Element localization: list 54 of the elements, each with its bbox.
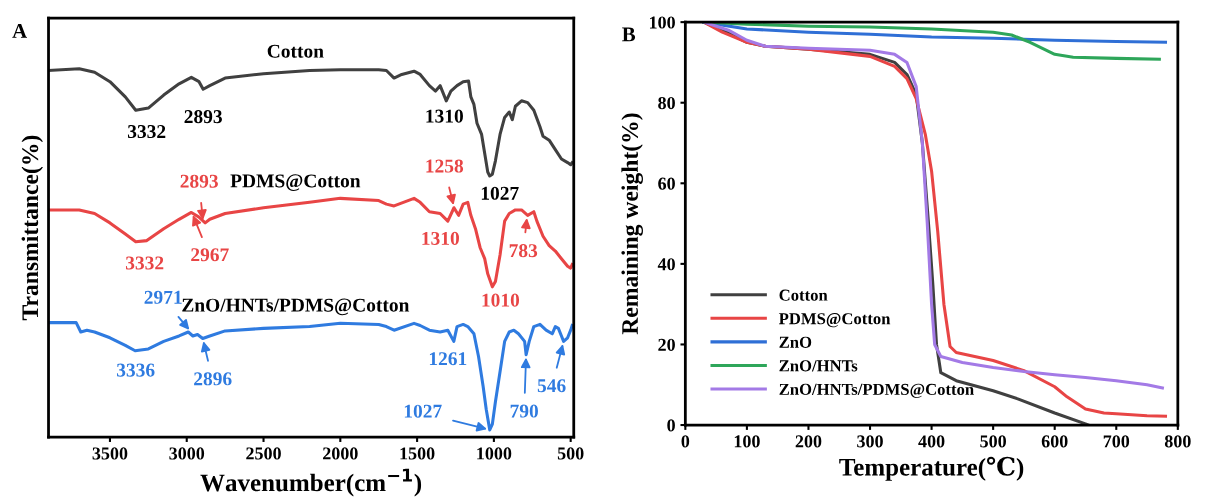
series-label: ZnO/HNTs/PDMS@Cotton [182,298,410,316]
chart-title: A [12,24,27,38]
legend-label: ZnO/HNTs/PDMS@Cotton [779,383,974,398]
annotation: 2967 [191,248,229,262]
x-tick-label: 0 [681,435,690,448]
annotation: 1261 [429,352,467,366]
x-axis-title: Temperature(℃) [839,456,1024,481]
x-tick-label: 300 [857,435,883,448]
annotation: 2893 [184,110,222,124]
y-tick-label: 0 [667,419,675,432]
legend-label: Cotton [779,289,828,301]
annotation: 2896 [194,372,232,386]
annotation: 1258 [426,159,464,173]
annotation: 790 [510,404,538,418]
series-label: Cotton [267,44,324,58]
y-tick-label: 40 [657,258,675,271]
annotation: 3332 [127,125,166,139]
x-tick-label: 1500 [400,447,435,460]
annotation: 1310 [426,109,463,123]
y-tick-label: 100 [649,16,675,29]
x-tick-label: 500 [557,447,584,460]
x-tick-label: 400 [918,435,945,448]
y-tick-label: 60 [658,177,675,190]
y-tick-label: 20 [658,338,675,351]
legend-label: PDMS@Cotton [778,313,891,328]
annotation: 3336 [116,363,155,377]
x-tick-label: 600 [1041,435,1068,448]
x-tick-label: 3500 [92,447,128,460]
y-axis-title: Remaining weight(%) [621,113,643,335]
x-axis-title: Wavenumber(cm$^{−1}$) [200,468,422,497]
annotation: 1310 [422,231,459,245]
legend-label: ZnO/HNTs [779,360,858,372]
chart-title: B [622,27,636,42]
x-tick-label: 100 [734,435,760,448]
annotation: 3332 [125,256,164,270]
annotation: 1010 [482,293,520,307]
x-tick-label: 3000 [169,447,205,460]
x-tick-label: 500 [980,435,1006,448]
x-tick-label: 800 [1164,435,1191,448]
legend-label: ZnO [779,336,812,348]
y-axis-title: Transmittance(%) [21,135,43,321]
series-label: PDMS@Cotton [230,174,361,191]
x-tick-label: 1000 [477,447,512,460]
y-tick-label: 80 [658,96,675,110]
annotation: 2893 [180,174,218,188]
x-tick-label: 700 [1103,435,1130,448]
x-tick-label: 200 [795,435,822,448]
annotation: 1027 [481,186,519,200]
annotation: 2971 [144,290,182,304]
annotation: 546 [537,379,566,393]
annotation: 1027 [404,404,442,418]
x-tick-label: 2500 [246,447,281,460]
x-tick-label: 2000 [323,447,358,460]
annotation: 783 [509,244,538,258]
